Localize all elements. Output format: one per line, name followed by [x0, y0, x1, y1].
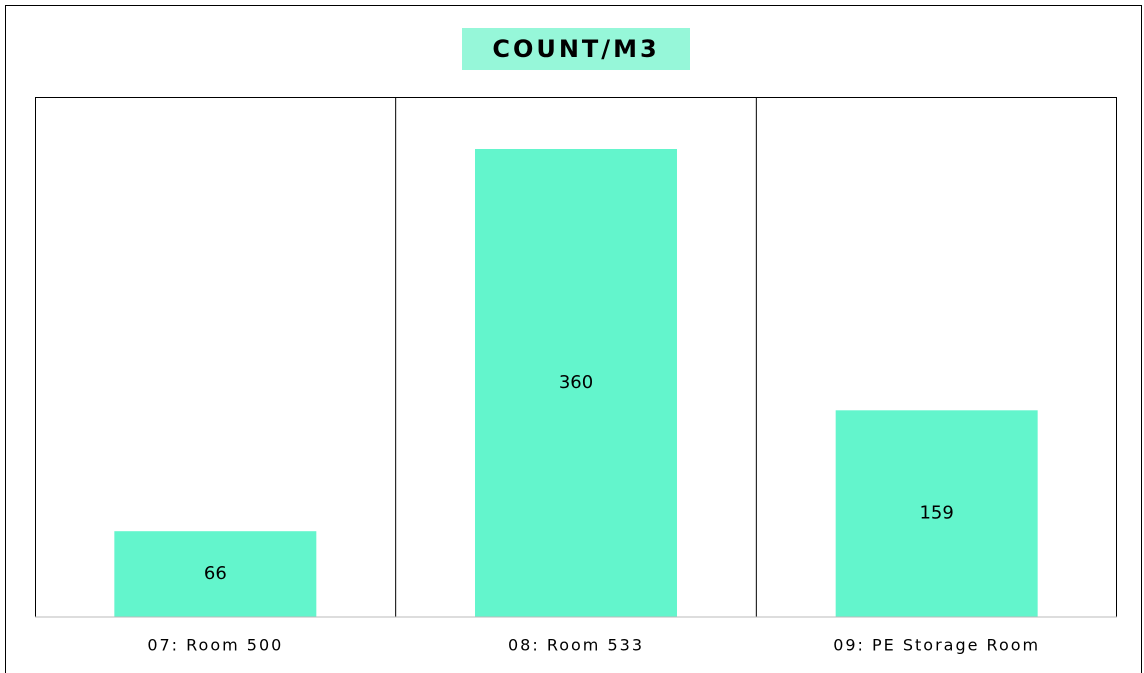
value-label: 66 [204, 563, 227, 584]
value-label: 159 [919, 503, 953, 524]
title-box [462, 28, 690, 70]
bar [114, 531, 317, 617]
bar [475, 149, 677, 617]
frame [5, 5, 1142, 673]
x-tick-label: 09: PE Storage Room [833, 636, 1040, 655]
value-label: 360 [559, 372, 593, 393]
bar [835, 410, 1038, 617]
x-tick-label: 08: Room 533 [508, 636, 644, 655]
x-tick-label: 07: Room 500 [147, 636, 283, 655]
plot-border [35, 97, 1117, 617]
chart-title: COUNT/M3 [492, 35, 659, 63]
